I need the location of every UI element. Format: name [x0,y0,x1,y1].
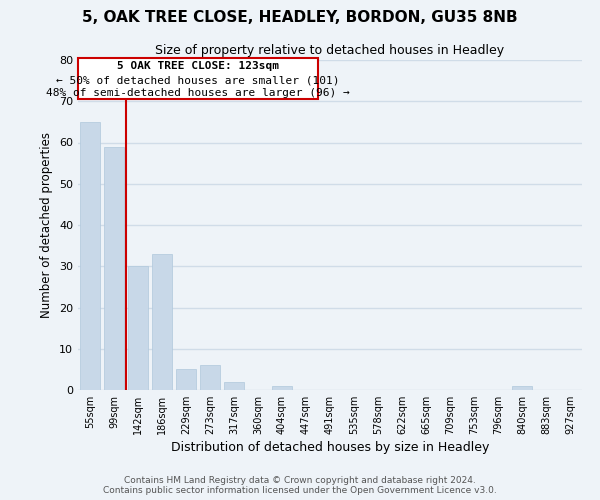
Bar [176,370,196,390]
Bar [128,266,148,390]
Title: Size of property relative to detached houses in Headley: Size of property relative to detached ho… [155,44,505,58]
Text: 5 OAK TREE CLOSE: 123sqm: 5 OAK TREE CLOSE: 123sqm [117,61,279,71]
Bar [272,386,292,390]
Bar [104,146,124,390]
X-axis label: Distribution of detached houses by size in Headley: Distribution of detached houses by size … [171,441,489,454]
Bar [224,382,244,390]
Bar [200,365,220,390]
Text: ← 50% of detached houses are smaller (101): ← 50% of detached houses are smaller (10… [56,76,340,86]
Bar [78,58,318,99]
Y-axis label: Number of detached properties: Number of detached properties [40,132,53,318]
Bar [80,122,100,390]
Text: Contains HM Land Registry data © Crown copyright and database right 2024.
Contai: Contains HM Land Registry data © Crown c… [103,476,497,495]
Text: 48% of semi-detached houses are larger (96) →: 48% of semi-detached houses are larger (… [46,88,350,98]
Bar [512,386,532,390]
Bar [152,254,172,390]
Text: 5, OAK TREE CLOSE, HEADLEY, BORDON, GU35 8NB: 5, OAK TREE CLOSE, HEADLEY, BORDON, GU35… [82,10,518,25]
